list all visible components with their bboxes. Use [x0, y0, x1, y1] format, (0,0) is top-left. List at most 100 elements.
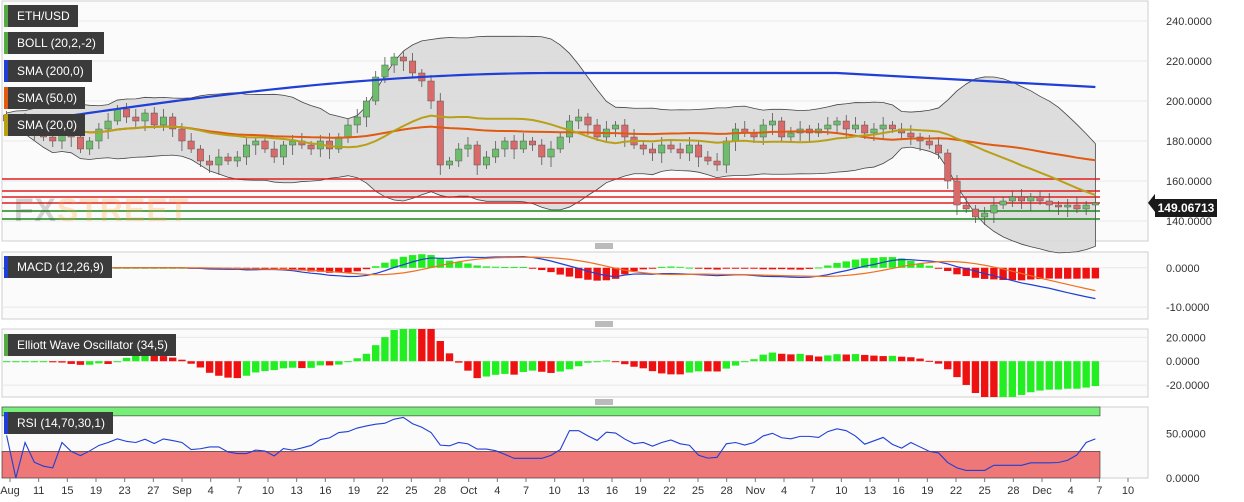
- x-axis-label: 7: [810, 485, 816, 497]
- ewo-histogram-bar: [501, 361, 509, 374]
- ewo-histogram-bar: [408, 329, 417, 362]
- ewo-histogram-bar: [67, 361, 75, 364]
- macd-histogram-bar: [944, 267, 952, 272]
- candle: [409, 60, 417, 74]
- ewo-histogram-bar: [842, 354, 850, 362]
- ewo-tag[interactable]: Elliott Wave Oscillator (34,5): [4, 334, 176, 356]
- ewo-histogram-bar: [731, 361, 740, 366]
- candle: [141, 112, 149, 122]
- rsi-line: [6, 416, 1096, 479]
- ewo-histogram-bar: [381, 337, 389, 362]
- candle: [1018, 196, 1026, 202]
- macd-histogram-bar: [990, 267, 998, 280]
- macd-histogram-bar: [648, 267, 657, 269]
- macd-histogram-bar: [491, 266, 500, 268]
- candle: [492, 148, 500, 158]
- candle: [575, 116, 583, 122]
- sma200-tag[interactable]: SMA (200,0): [4, 60, 92, 82]
- candle: [510, 140, 518, 150]
- x-axis-label: Aug: [0, 485, 20, 497]
- macd-histogram-bar: [1045, 267, 1053, 279]
- macd-histogram-bar: [279, 267, 288, 269]
- ewo-histogram-bar: [1073, 361, 1081, 389]
- macd-histogram-bar: [1091, 267, 1100, 279]
- candle: [1091, 202, 1099, 206]
- macd-histogram-bar: [962, 267, 970, 277]
- x-axis-label: 15: [61, 485, 73, 497]
- ewo-histogram-bar: [1036, 361, 1044, 391]
- macd-histogram-bar: [436, 258, 444, 268]
- x-axis-label: 27: [147, 485, 159, 497]
- macd-histogram-bar: [824, 265, 832, 268]
- ewo-histogram-bar: [971, 361, 980, 394]
- ewo-histogram-bar: [916, 358, 924, 362]
- ewo-histogram-bar: [593, 361, 601, 363]
- candle: [455, 148, 463, 162]
- ewo-histogram-bar: [713, 361, 721, 372]
- candle: [833, 120, 841, 126]
- candle: [95, 128, 103, 142]
- ewo-histogram-bar: [639, 361, 647, 369]
- candle: [842, 120, 850, 130]
- macd-histogram-bar: [694, 267, 703, 269]
- ewo-axis-label: 20.0000: [1166, 332, 1206, 344]
- ewo-histogram-bar: [879, 356, 887, 362]
- macd-histogram-bar: [870, 257, 878, 268]
- price-axis-label: 200.0000: [1166, 96, 1212, 108]
- ewo-histogram-bar: [621, 361, 629, 365]
- macd-histogram-bar: [999, 267, 1007, 281]
- sma20-tag[interactable]: SMA (20,0): [4, 114, 86, 136]
- macd-histogram-bar: [630, 267, 638, 272]
- x-axis-label: 7: [236, 485, 242, 497]
- candle: [972, 208, 979, 218]
- ewo-histogram-bar: [925, 360, 933, 362]
- rsi-tag[interactable]: RSI (14,70,30,1): [4, 412, 114, 434]
- ewo-histogram-bar: [371, 345, 380, 362]
- macd-histogram-bar: [713, 267, 721, 270]
- symbol-tag[interactable]: ETH/USD: [4, 5, 78, 27]
- candle: [372, 76, 380, 102]
- ewo-histogram-bar: [150, 354, 158, 362]
- macd-histogram-bar: [916, 263, 924, 268]
- ewo-histogram-bar: [574, 361, 583, 367]
- boll-tag[interactable]: BOLL (20,2,-2): [4, 32, 104, 54]
- candle: [695, 144, 703, 158]
- macd-histogram-bar: [270, 267, 278, 269]
- ewo-histogram-bar: [325, 361, 334, 366]
- ewo-histogram-bar: [49, 361, 57, 363]
- ewo-histogram-bar: [215, 361, 223, 376]
- macd-tag[interactable]: MACD (12,26,9): [4, 256, 112, 278]
- x-axis-label: 10: [262, 485, 274, 497]
- ewo-histogram-bar: [990, 361, 998, 397]
- candle: [390, 56, 398, 66]
- candle: [704, 156, 712, 162]
- macd-histogram-bar: [482, 266, 491, 268]
- macd-histogram-bar: [528, 267, 537, 269]
- macd-axis-label: -10.0000: [1166, 302, 1209, 314]
- ewo-histogram-bar: [667, 361, 675, 375]
- ewo-histogram-bar: [270, 361, 278, 371]
- x-axis-label: 28: [434, 485, 446, 497]
- ewo-histogram-bar: [316, 361, 325, 366]
- x-axis-label: 16: [606, 485, 618, 497]
- ewo-histogram-bar: [658, 361, 666, 374]
- rsi-axis-label: 0.0000: [1166, 473, 1200, 485]
- macd-histogram-bar: [464, 263, 472, 268]
- macd-histogram-bar: [445, 260, 454, 268]
- macd-histogram-bar: [473, 265, 481, 268]
- ewo-histogram-bar: [824, 355, 832, 362]
- ewo-histogram-bar: [1091, 361, 1100, 387]
- macd-histogram-bar: [1082, 267, 1090, 279]
- macd-histogram-bar: [538, 267, 546, 271]
- candle: [427, 80, 435, 102]
- ewo-histogram-bar: [722, 361, 731, 369]
- ewo-histogram-bar: [602, 360, 611, 362]
- candle: [649, 148, 656, 154]
- ewo-histogram-bar: [1054, 361, 1063, 390]
- x-axis-label: 16: [319, 485, 331, 497]
- x-axis-label: 19: [635, 485, 647, 497]
- candle: [639, 144, 647, 150]
- macd-histogram-bar: [353, 267, 361, 272]
- sma50-tag[interactable]: SMA (50,0): [4, 87, 86, 109]
